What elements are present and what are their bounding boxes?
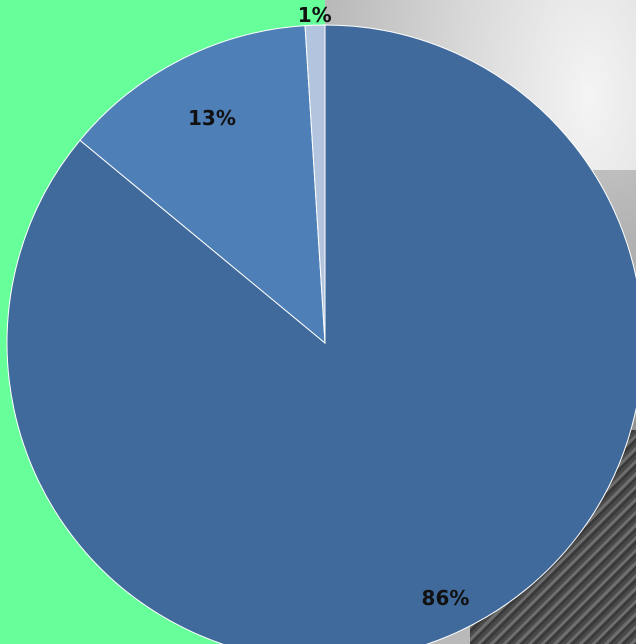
pie-slices: [6, 24, 636, 644]
pie-slice-label-3: 1%: [298, 3, 332, 27]
pie-slice-1: [6, 24, 636, 644]
pie-slice-label-2: 13%: [188, 106, 236, 130]
pie-slice-label-1: 86%: [422, 586, 470, 610]
pie-slice-2: [79, 25, 326, 345]
pie-labels: 86% 13% 1%: [188, 3, 469, 610]
pie-slice-3: [304, 24, 326, 344]
